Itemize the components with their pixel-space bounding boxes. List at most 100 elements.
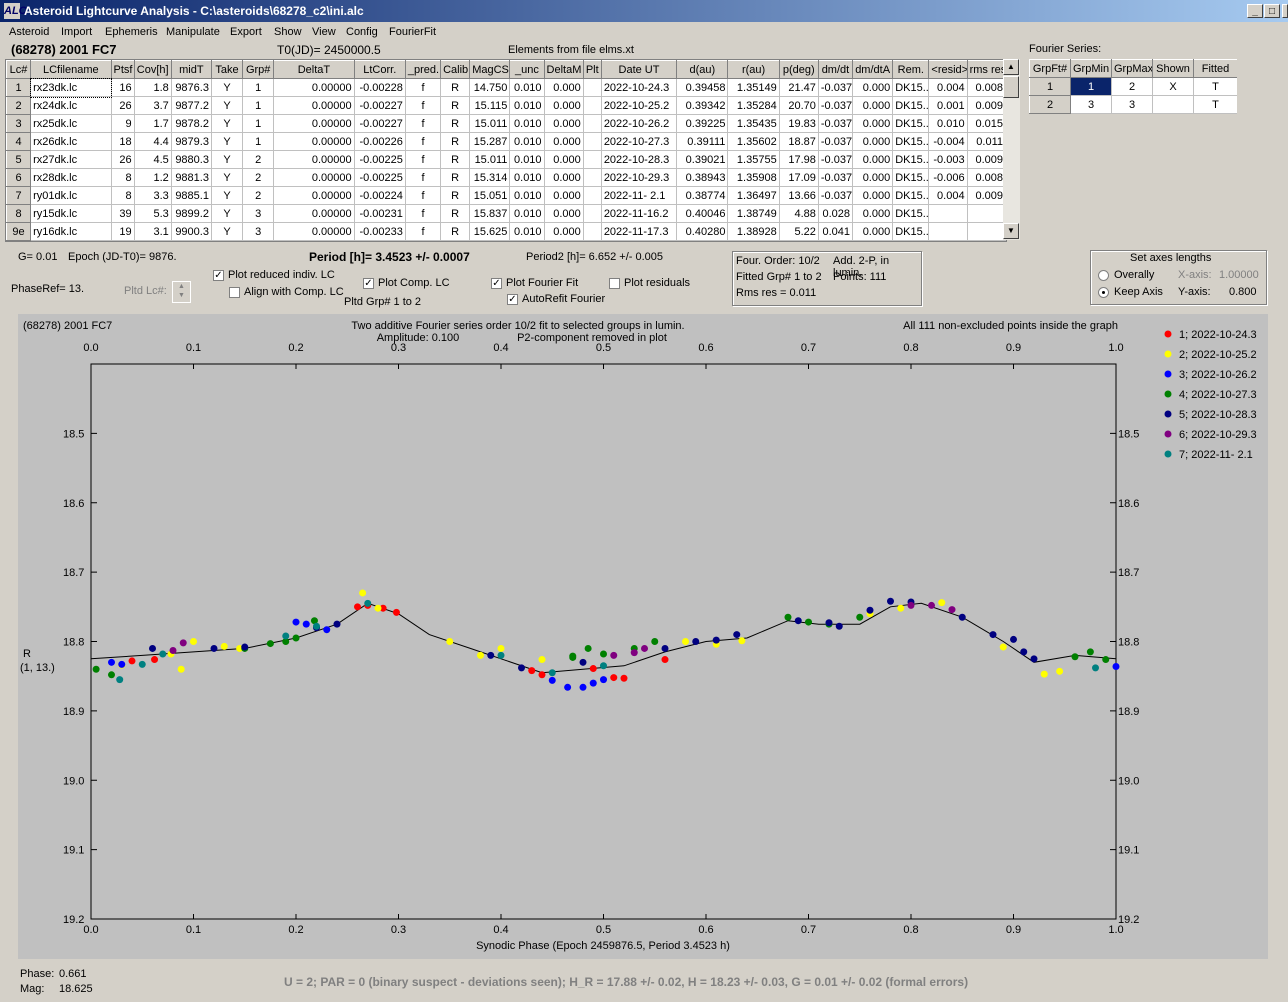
table-cell[interactable]: DK15.. [892, 96, 930, 115]
fourier-cell[interactable] [1152, 95, 1194, 114]
menu-asteroid[interactable]: Asteroid [9, 26, 50, 38]
row-header[interactable]: 8 [6, 204, 32, 223]
lc-col-header[interactable]: Lc# [6, 60, 32, 79]
menu-config[interactable]: Config [346, 26, 378, 38]
table-cell[interactable]: DK15.. [892, 204, 930, 223]
table-cell[interactable]: f [404, 168, 442, 187]
table-cell[interactable]: 18.87 [778, 132, 819, 151]
table-cell[interactable]: 0.010 [509, 222, 545, 241]
plot-reduced-checkbox[interactable]: ✓ Plot reduced indiv. LC [213, 269, 335, 281]
table-cell[interactable] [582, 168, 602, 187]
table-cell[interactable]: 3.7 [133, 96, 172, 115]
pltd-lc-spinner[interactable]: ▲ ▼ [172, 281, 191, 303]
table-cell[interactable]: 0.000 [852, 186, 894, 205]
table-cell[interactable]: -0.00225 [353, 168, 406, 187]
table-cell[interactable]: Y [210, 132, 244, 151]
table-cell[interactable]: -0.00224 [353, 186, 406, 205]
table-row[interactable]: 4 rx26dk.lc 18 4.4 9879.3 Y 1 0.00000 -0.00226 f R… [6, 132, 1006, 151]
table-cell[interactable]: 1.2 [133, 168, 172, 187]
table-cell[interactable]: 0.000 [543, 150, 584, 169]
table-cell[interactable] [582, 132, 602, 151]
table-cell[interactable]: 0.00000 [273, 222, 355, 241]
table-cell[interactable]: rx25dk.lc [30, 114, 112, 133]
table-cell[interactable]: 0.40046 [676, 204, 729, 223]
table-cell[interactable] [966, 222, 1006, 241]
table-cell[interactable]: 0.00000 [273, 168, 355, 187]
table-cell[interactable] [582, 96, 602, 115]
table-cell[interactable]: 0.000 [543, 114, 584, 133]
table-cell[interactable]: -0.037 [817, 78, 854, 97]
table-cell[interactable]: -0.037 [817, 132, 854, 151]
table-cell[interactable]: 0.008 [966, 168, 1006, 187]
table-cell[interactable]: -0.00228 [353, 78, 406, 97]
table-cell[interactable]: 0.39111 [676, 132, 729, 151]
fourier-col-header[interactable]: GrpFt# [1029, 59, 1071, 78]
table-row[interactable]: 7 ry01dk.lc 8 3.3 9885.1 Y 2 0.00000 -0.00224 f R 1… [6, 186, 1006, 205]
plot-fourier-checkbox[interactable]: ✓ Plot Fourier Fit [491, 277, 579, 289]
scroll-down-button[interactable]: ▼ [1003, 223, 1019, 239]
table-cell[interactable]: 0.000 [852, 168, 894, 187]
table-cell[interactable]: 0.000 [852, 96, 894, 115]
table-cell[interactable]: R [440, 114, 471, 133]
table-cell[interactable]: 1.38749 [727, 204, 780, 223]
lc-col-header[interactable]: Ptsf [110, 60, 135, 79]
table-cell[interactable]: 4.88 [778, 204, 819, 223]
table-cell[interactable]: R [440, 168, 471, 187]
table-cell[interactable]: 0.00000 [273, 78, 355, 97]
row-header[interactable]: 2 [6, 96, 32, 115]
scroll-thumb[interactable] [1003, 76, 1019, 98]
table-cell[interactable]: -0.006 [928, 168, 968, 187]
table-cell[interactable] [582, 204, 602, 223]
table-cell[interactable]: ry16dk.lc [30, 222, 112, 241]
table-cell[interactable]: 1.35435 [727, 114, 780, 133]
table-cell[interactable]: Y [210, 114, 244, 133]
lc-col-header[interactable]: Calib. [440, 60, 471, 79]
table-cell[interactable]: 8 [110, 168, 135, 187]
table-cell[interactable]: rx28dk.lc [30, 168, 112, 187]
menu-export[interactable]: Export [230, 26, 262, 38]
table-cell[interactable]: 0.010 [509, 132, 545, 151]
table-cell[interactable]: DK15.. [892, 222, 930, 241]
table-cell[interactable]: 9881.3 [170, 168, 212, 187]
table-cell[interactable]: 0.010 [509, 150, 545, 169]
table-cell[interactable]: -0.00225 [353, 150, 406, 169]
table-cell[interactable]: 0.015 [966, 114, 1006, 133]
menu-manipulate[interactable]: Manipulate [166, 26, 220, 38]
table-cell[interactable]: Y [210, 78, 244, 97]
table-cell[interactable]: DK15.. [892, 186, 930, 205]
table-cell[interactable]: 0.004 [928, 186, 968, 205]
keep-axis-radio[interactable]: Keep Axis [1098, 286, 1163, 298]
table-cell[interactable]: -0.037 [817, 96, 854, 115]
table-cell[interactable]: 39 [110, 204, 135, 223]
table-cell[interactable]: -0.037 [817, 150, 854, 169]
lc-col-header[interactable]: Cov[h] [133, 60, 172, 79]
align-comp-checkbox[interactable]: Align with Comp. LC [229, 286, 344, 298]
table-cell[interactable]: 2 [242, 150, 275, 169]
table-cell[interactable]: 0.000 [543, 204, 584, 223]
table-cell[interactable]: R [440, 132, 471, 151]
maximize-button[interactable]: □ [1264, 4, 1280, 18]
table-cell[interactable]: 0.001 [928, 96, 968, 115]
table-scrollbar[interactable]: ▲ ▼ [1003, 59, 1020, 240]
close-button[interactable] [1282, 4, 1288, 18]
table-cell[interactable]: R [440, 222, 471, 241]
row-header[interactable]: 9e [6, 222, 32, 241]
table-row[interactable]: 3 rx25dk.lc 9 1.7 9878.2 Y 1 0.00000 -0.00227 f R 1… [6, 114, 1006, 133]
lc-col-header[interactable]: Date UT [600, 60, 678, 79]
lc-col-header[interactable]: r(au) [727, 60, 780, 79]
table-cell[interactable]: 9877.2 [170, 96, 212, 115]
table-cell[interactable]: 0.39225 [676, 114, 729, 133]
table-cell[interactable]: 4.4 [133, 132, 172, 151]
table-cell[interactable]: 2022-11- 2.1 [600, 186, 678, 205]
table-cell[interactable]: 0.000 [543, 186, 584, 205]
table-cell[interactable] [582, 78, 602, 97]
table-cell[interactable]: R [440, 186, 471, 205]
table-cell[interactable]: 0.000 [852, 222, 894, 241]
table-cell[interactable]: -0.00227 [353, 96, 406, 115]
table-cell[interactable]: 8 [110, 186, 135, 205]
fourier-cell[interactable]: 2 [1111, 77, 1153, 96]
table-cell[interactable]: 0.010 [509, 78, 545, 97]
table-cell[interactable]: 9899.2 [170, 204, 212, 223]
